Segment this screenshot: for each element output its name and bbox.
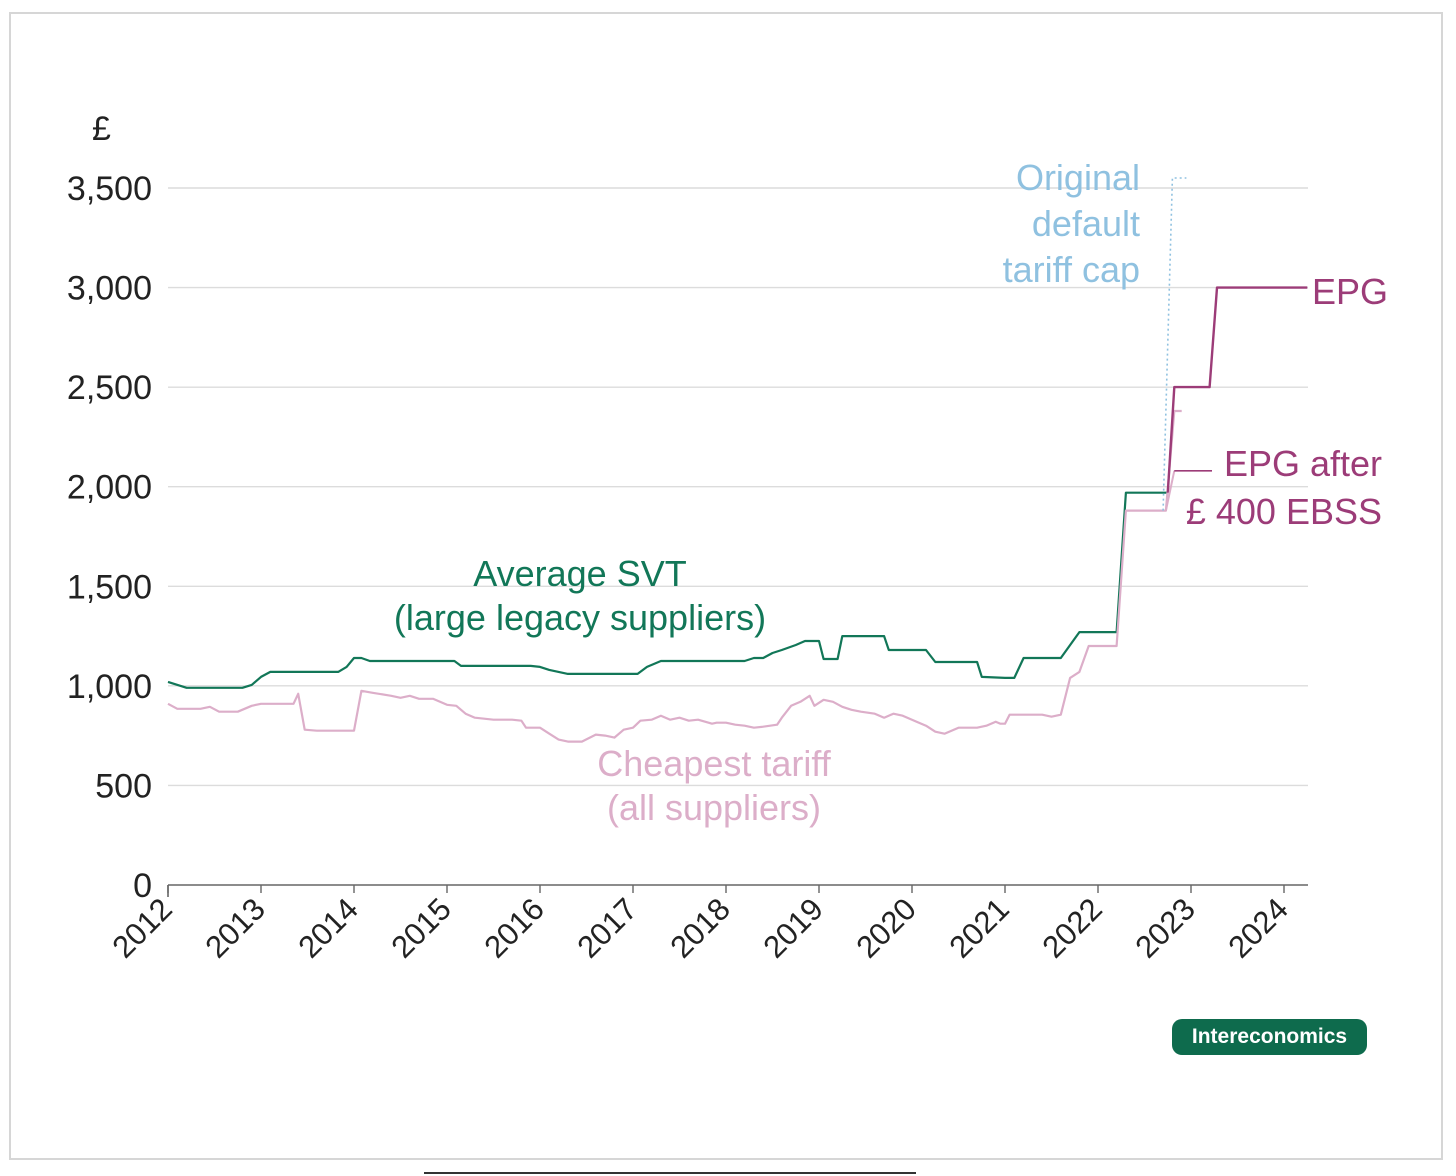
gridlines — [168, 187, 1308, 787]
x-tick-label: 2018 — [663, 891, 737, 965]
label-svt_label: Average SVT (large legacy suppliers) — [394, 553, 766, 638]
label-line: Average SVT — [473, 553, 686, 594]
x-axis-ticks: 2012 2013 2014 2015 2016 2017 2018 2019 2020 2021… — [105, 885, 1295, 965]
y-tick-label: 2,500 — [67, 369, 152, 407]
label-line: Original — [1016, 157, 1140, 198]
label-epg_label: EPG — [1312, 271, 1388, 312]
y-tick-label: 3,500 — [67, 170, 152, 208]
y-tick-label: 1,500 — [67, 568, 152, 606]
label-line: £ 400 EBSS — [1186, 491, 1382, 532]
y-tick-label: 0 — [133, 867, 152, 905]
label-ebss_label: EPG after £ 400 EBSS — [1186, 443, 1382, 532]
label-line: EPG after — [1224, 443, 1382, 484]
x-tick-label: 2013 — [198, 891, 272, 965]
label-line: EPG — [1312, 271, 1388, 312]
x-tick-label: 2014 — [291, 891, 365, 965]
x-tick-label: 2015 — [384, 891, 458, 965]
series-lines — [167, 177, 1308, 743]
publisher-badge: Intereconomics — [1172, 1019, 1367, 1055]
y-axis-label: £ — [92, 110, 111, 148]
x-tick-label: 2016 — [477, 891, 551, 965]
x-tick-label: 2022 — [1035, 891, 1109, 965]
label-line: default — [1032, 203, 1140, 244]
bottom-rule — [424, 1172, 916, 1174]
label-line: Cheapest tariff — [597, 743, 831, 784]
y-tick-label: 3,000 — [67, 270, 152, 308]
label-cheapest_label: Cheapest tariff (all suppliers) — [597, 743, 831, 828]
series-labels: Average SVT (large legacy suppliers) Cheap… — [394, 157, 1388, 828]
y-tick-label: 1,000 — [67, 668, 152, 706]
x-tick-label: 2012 — [105, 891, 179, 965]
x-tick-label: 2023 — [1128, 891, 1202, 965]
x-tick-label: 2019 — [756, 891, 830, 965]
series-line-original_cap — [1162, 177, 1187, 511]
label-line: (all suppliers) — [607, 787, 821, 828]
series-line-svt — [167, 491, 1168, 689]
label-line: (large legacy suppliers) — [394, 597, 766, 638]
y-axis-ticks: 0 500 1,000 1,500 2,000 2,500 3,000 3,500 — [67, 170, 152, 905]
x-tick-label: 2017 — [570, 891, 644, 965]
x-tick-label: 2024 — [1221, 891, 1295, 965]
series-line-epg_after_ebss — [1164, 470, 1176, 511]
series-line-cheapest — [167, 409, 1182, 743]
label-line: tariff cap — [1003, 249, 1140, 290]
label-cap_label: Original default tariff cap — [1003, 157, 1140, 290]
x-tick-label: 2021 — [942, 891, 1016, 965]
series-line-epg — [1166, 286, 1308, 493]
y-tick-label: 500 — [95, 767, 152, 805]
y-tick-label: 2,000 — [67, 469, 152, 507]
x-tick-label: 2020 — [849, 891, 923, 965]
